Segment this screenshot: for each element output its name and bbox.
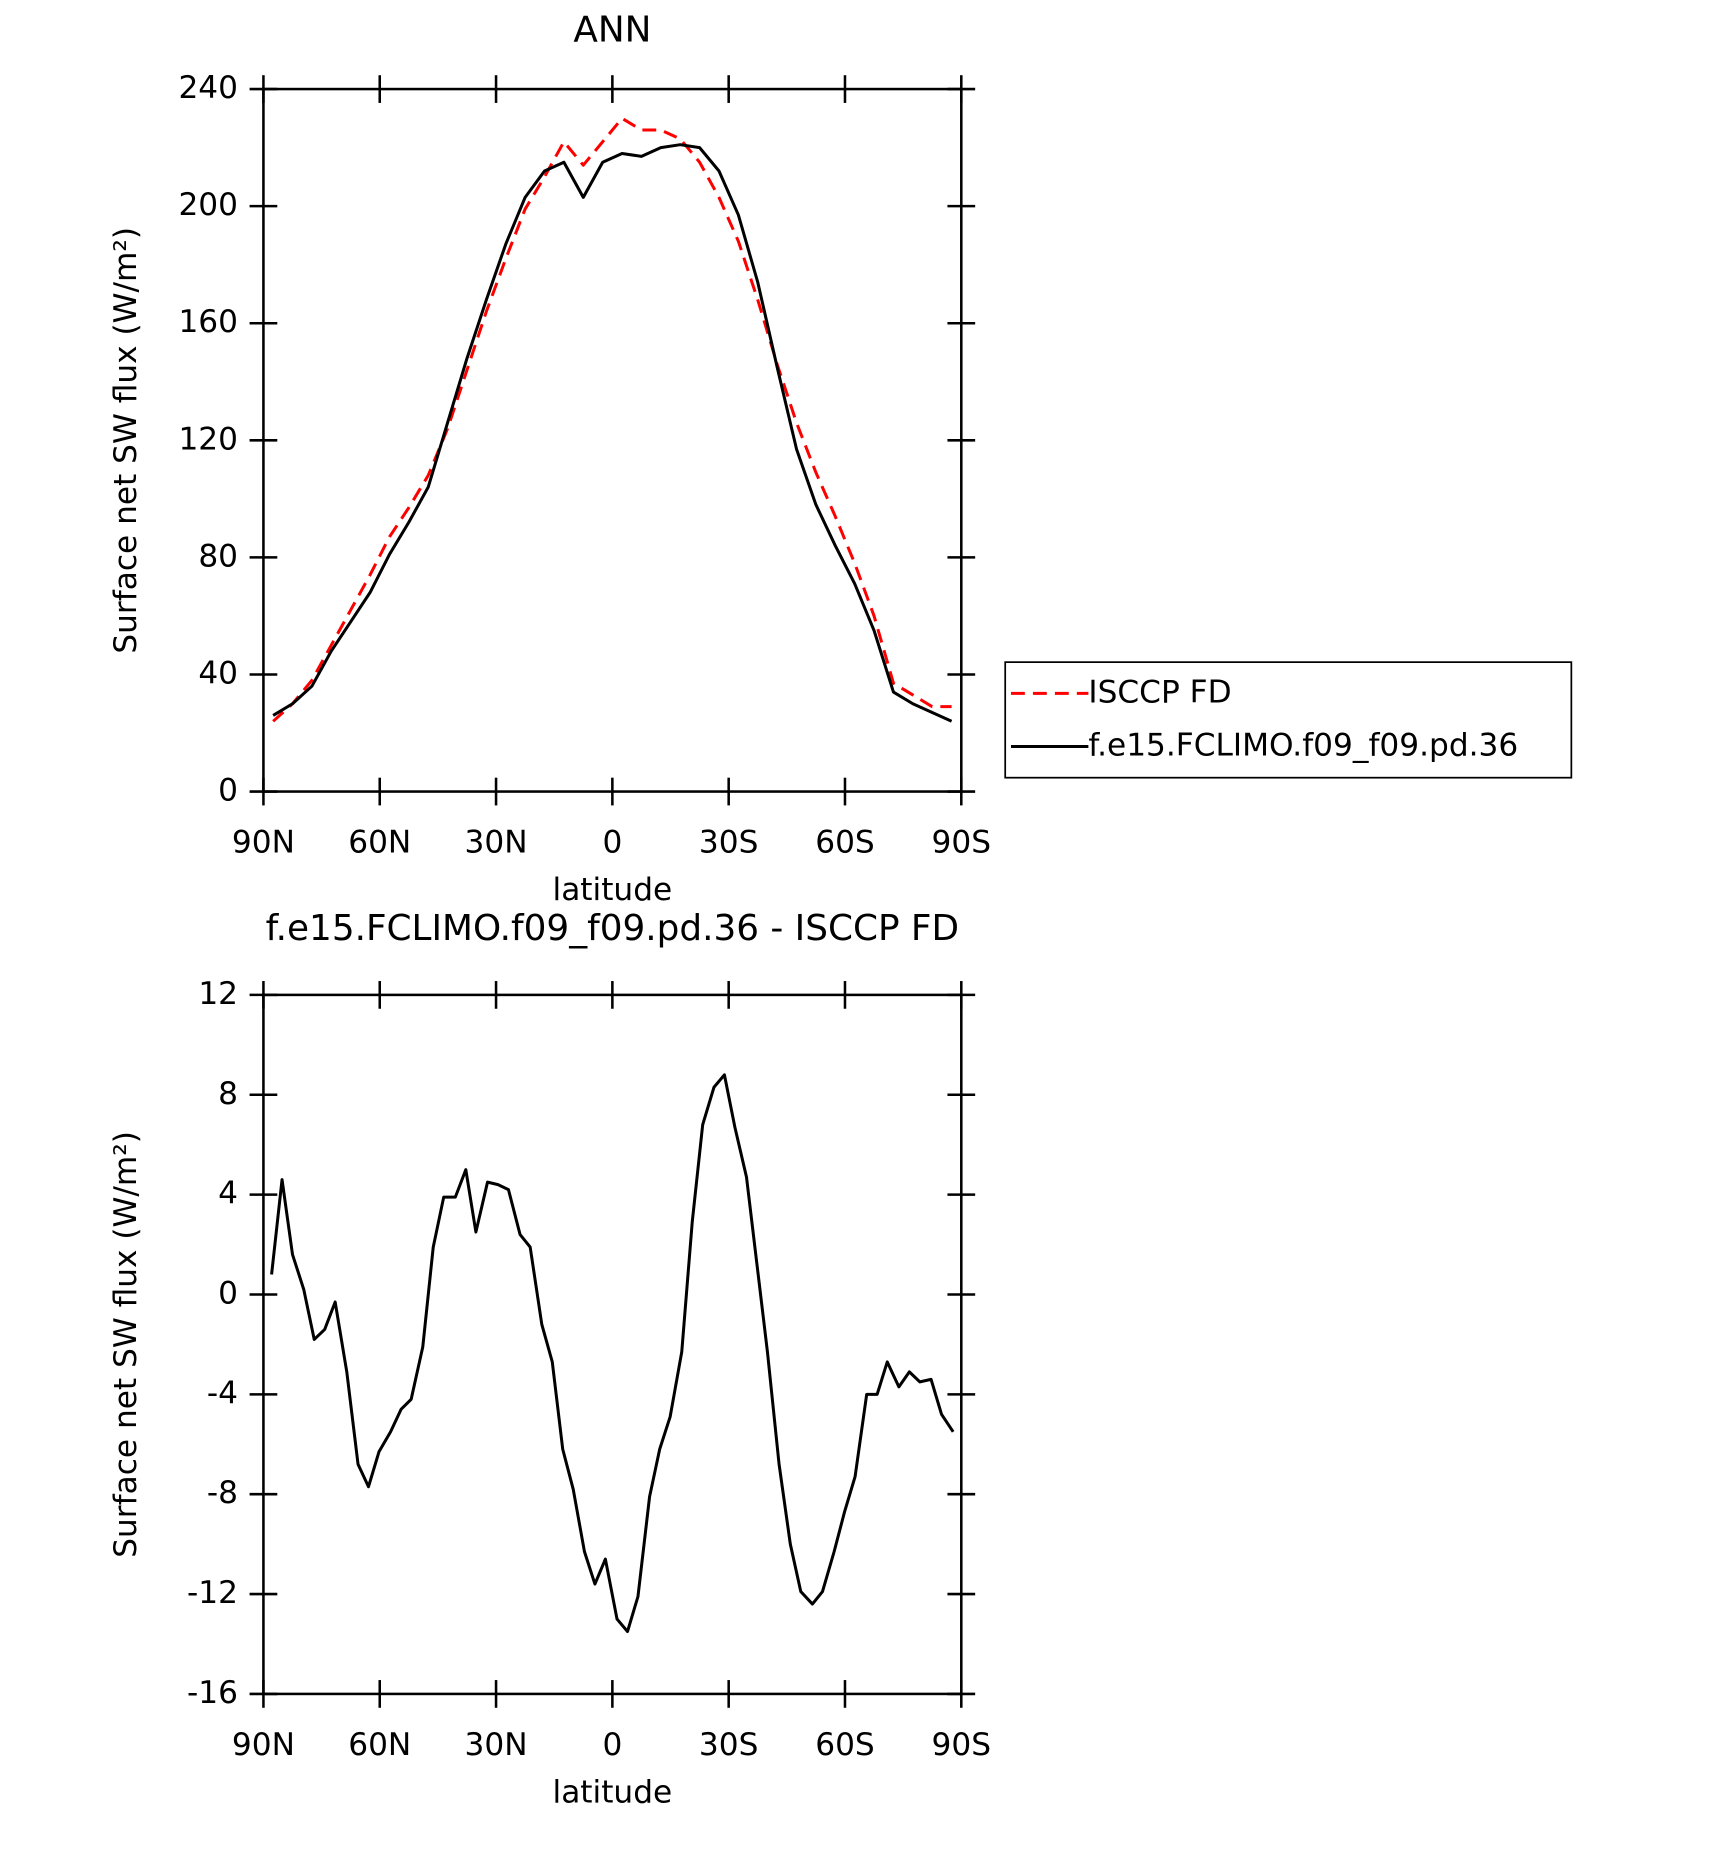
chart-title: f.e15.FCLIMO.f09_f09.pd.36 - ISCCP FD: [266, 908, 959, 949]
y-tick-label: 40: [198, 655, 238, 691]
x-tick-label: 0: [602, 825, 622, 861]
data-line: [272, 116, 952, 723]
x-tick-label: 90S: [932, 1727, 991, 1763]
y-tick-label: 160: [178, 304, 238, 340]
y-tick-label: 240: [178, 70, 238, 106]
y-axis-label: Surface net SW flux (W/m²): [108, 1131, 144, 1558]
x-tick-label: 60N: [348, 1727, 411, 1763]
y-tick-label: 4: [218, 1176, 238, 1212]
y-tick-label: -4: [207, 1375, 238, 1411]
x-tick-label: 0: [602, 1727, 622, 1763]
x-tick-label: 60N: [348, 825, 411, 861]
plot-frame: [262, 87, 963, 793]
y-axis-label: Surface net SW flux (W/m²): [108, 227, 144, 654]
data-line: [270, 1073, 955, 1634]
y-tick-label: 8: [218, 1076, 238, 1112]
x-tick-label: 90N: [232, 1727, 295, 1763]
y-tick-label: -12: [187, 1575, 238, 1611]
legend-label: ISCCP FD: [1088, 674, 1231, 710]
chart-title: ANN: [573, 9, 651, 50]
y-tick-label: 12: [198, 976, 238, 1012]
y-tick-label: 0: [218, 1275, 238, 1311]
legend: ISCCP FD f.e15.FCLIMO.f09_f09.pd.36: [1004, 661, 1573, 779]
y-tick-label: 200: [178, 187, 238, 223]
y-tick-label: 120: [178, 421, 238, 457]
y-tick-label: -8: [207, 1475, 238, 1511]
x-tick-label: 30S: [699, 1727, 758, 1763]
legend-box: [1004, 661, 1573, 779]
x-tick-label: 30N: [465, 825, 528, 861]
y-tick-label: 80: [198, 538, 238, 574]
x-tick-label: 30N: [465, 1727, 528, 1763]
x-tick-label: 60S: [815, 825, 874, 861]
x-tick-label: 90N: [232, 825, 295, 861]
data-line: [272, 143, 953, 723]
y-tick-label: 0: [218, 773, 238, 809]
x-tick-label: 30S: [699, 825, 758, 861]
x-axis-label: latitude: [553, 872, 673, 908]
x-axis-label: latitude: [553, 1774, 673, 1810]
x-tick-label: 90S: [932, 825, 991, 861]
x-tick-label: 60S: [815, 1727, 874, 1763]
y-tick-label: -16: [187, 1675, 238, 1711]
legend-label: f.e15.FCLIMO.f09_f09.pd.36: [1088, 727, 1518, 763]
